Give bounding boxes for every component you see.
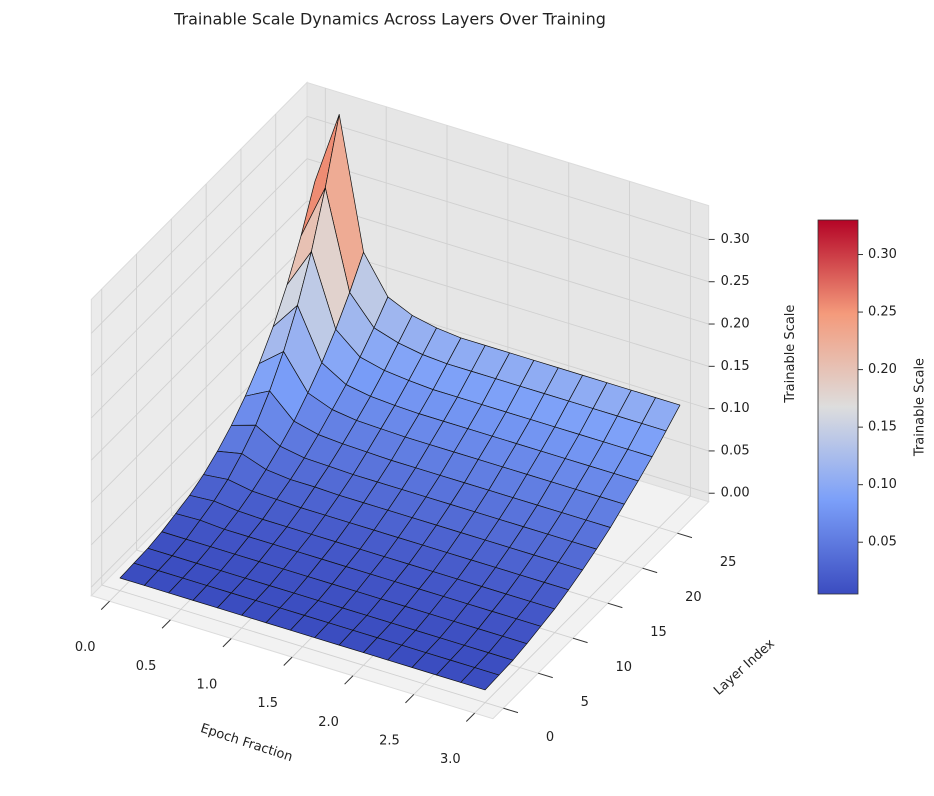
x-tick-label: 2.5 — [379, 733, 400, 748]
grid-line — [90, 200, 308, 419]
tick-mark — [465, 712, 476, 722]
z-tick-label: 0.00 — [721, 486, 750, 501]
colorbar-tick-label: 0.10 — [868, 477, 897, 492]
colorbar-tick-label: 0.20 — [868, 362, 897, 377]
z-tick-label: 0.20 — [721, 317, 750, 332]
x-axis-label: Epoch Fraction — [199, 721, 295, 765]
tick-mark — [607, 602, 623, 609]
grid-line — [90, 158, 308, 376]
grid-line — [474, 495, 691, 714]
x-tick-label: 0.0 — [75, 640, 96, 655]
grid-line — [306, 115, 709, 240]
colorbar — [817, 219, 859, 595]
tick-mark — [161, 619, 171, 629]
y-tick-label: 0 — [546, 730, 554, 745]
y-tick-label: 15 — [650, 625, 667, 640]
x-tick-label: 1.0 — [197, 677, 218, 692]
x-tick-label: 0.5 — [136, 659, 157, 674]
y-axis-label: Layer Index — [711, 636, 778, 698]
grid-line — [90, 116, 308, 334]
tick-mark — [642, 567, 658, 574]
z-tick-label: 0.05 — [721, 443, 750, 458]
grid-line — [306, 242, 709, 367]
y-tick-label: 5 — [581, 695, 589, 710]
tick-mark — [572, 637, 588, 644]
tick-mark — [405, 694, 415, 704]
x-tick-label: 2.0 — [318, 715, 339, 730]
surface-patch — [460, 667, 500, 691]
colorbar-tick-label: 0.25 — [868, 305, 897, 320]
x-tick-label: 3.0 — [440, 752, 461, 767]
z-tick-label: 0.10 — [721, 401, 750, 416]
colorbar-tick-label: 0.15 — [868, 420, 897, 435]
colorbar-tick-label: 0.30 — [868, 247, 897, 262]
grid-line — [306, 158, 709, 283]
colorbar-label: Trainable Scale — [913, 358, 928, 457]
colorbar-tick-label: 0.05 — [868, 535, 897, 550]
tick-mark — [344, 675, 354, 685]
tick-mark — [677, 532, 693, 539]
grid-line — [306, 200, 709, 325]
grid-line — [90, 242, 308, 461]
tick-mark — [503, 707, 519, 714]
z-tick-label: 0.25 — [721, 274, 750, 289]
y-tick-label: 25 — [720, 555, 737, 570]
y-tick-label: 10 — [615, 660, 632, 675]
tick-mark — [538, 672, 553, 679]
x-tick-label: 1.5 — [257, 696, 278, 711]
grid-line — [101, 584, 504, 709]
y-tick-label: 20 — [685, 590, 702, 605]
z-axis-label: Trainable Scale — [783, 305, 798, 404]
tick-mark — [283, 656, 293, 666]
z-tick-label: 0.30 — [721, 232, 750, 247]
tick-mark — [222, 638, 232, 648]
tick-mark — [100, 600, 110, 610]
z-tick-label: 0.15 — [721, 359, 750, 374]
grid-line — [90, 285, 308, 503]
chart-title: Trainable Scale Dynamics Across Layers O… — [173, 10, 606, 29]
